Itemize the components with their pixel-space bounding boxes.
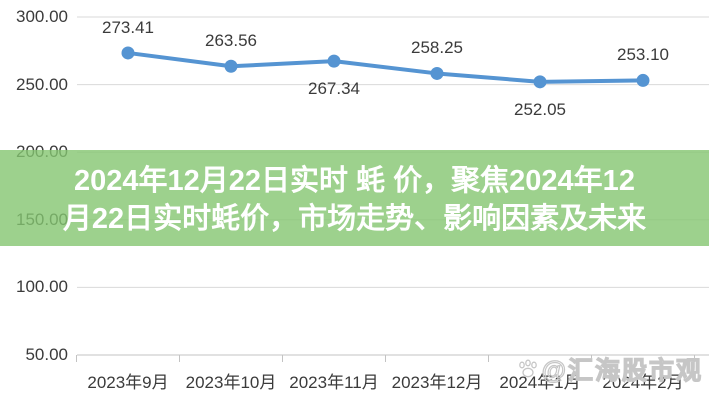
data-point-marker — [121, 46, 135, 60]
watermark: @汇海股市观 — [517, 351, 703, 387]
data-point-marker — [327, 54, 341, 68]
price-series-line — [126, 50, 645, 84]
data-point-marker — [430, 66, 444, 80]
watermark-text: @汇海股市观 — [541, 356, 703, 385]
title-line-2: 月22日实时蚝价，市场走势、影响因素及未来 — [62, 203, 647, 235]
data-point-marker — [224, 59, 238, 73]
paw-icon — [518, 359, 537, 378]
data-point-marker — [533, 75, 547, 89]
title-overlay-band: 2024年12月22日实时 蚝 价，聚焦2024年12 月22日实时蚝价，市场走… — [0, 150, 709, 246]
data-point-marker — [636, 73, 650, 87]
title-line-1: 2024年12月22日实时 蚝 价，聚焦2024年12 — [74, 165, 635, 197]
